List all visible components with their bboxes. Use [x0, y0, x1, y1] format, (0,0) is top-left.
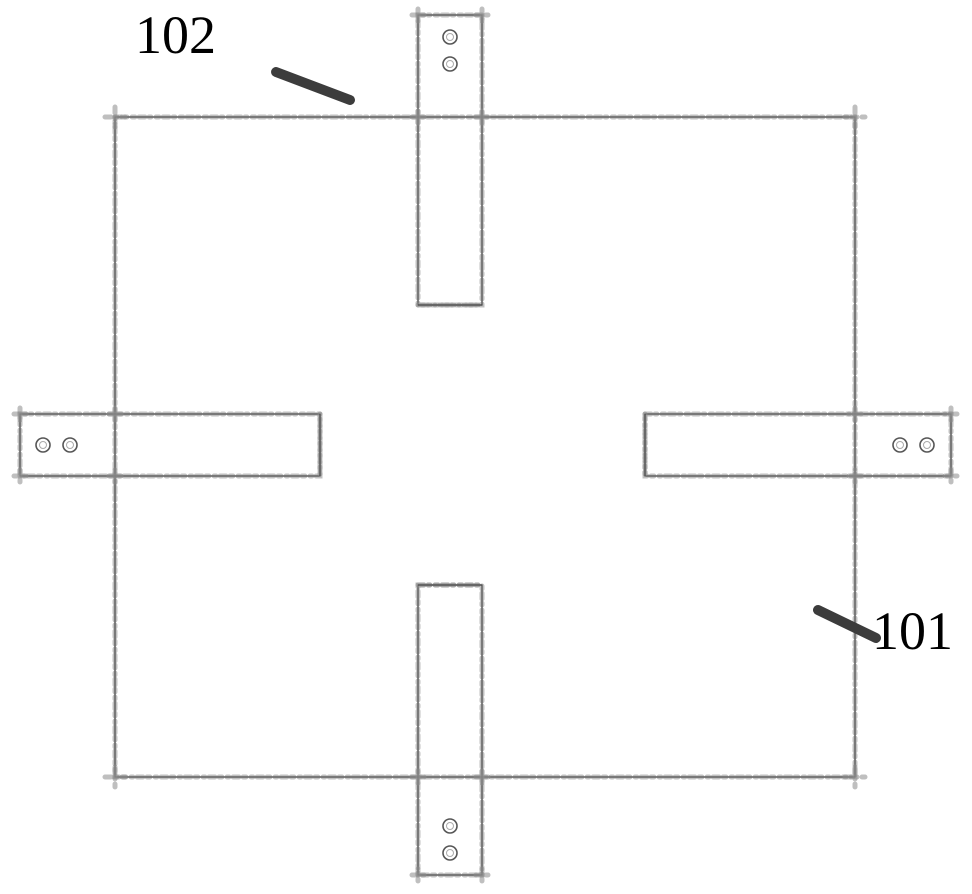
label-102: 102	[135, 4, 216, 66]
label-101: 101	[872, 600, 953, 662]
diagram-stage: 102 101	[0, 0, 972, 894]
diagram-svg	[0, 0, 972, 894]
